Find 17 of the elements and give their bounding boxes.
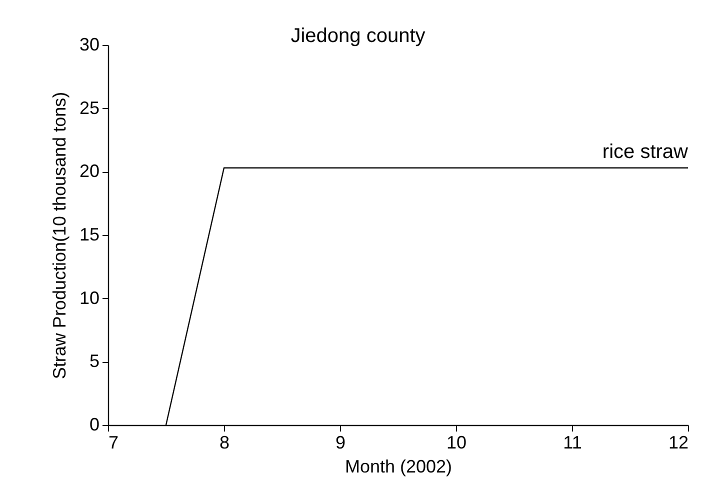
y-tick-label: 15 [79,224,100,244]
y-axis-title: Straw Production(10 thousand tons) [49,92,70,380]
x-tick-label: 8 [219,432,230,452]
y-tick-label: 25 [79,98,100,118]
x-tick-label: 12 [668,432,688,452]
y-tick-label: 0 [89,414,100,434]
x-tick-label: 10 [446,432,467,452]
y-tick-label: 30 [79,34,100,54]
y-tick-label: 10 [79,288,100,308]
x-tick-label: 9 [335,432,346,452]
y-tick-label: 20 [79,161,100,182]
x-tick-label: 11 [563,432,582,452]
x-axis-title: Month (2002) [344,456,452,476]
x-tick-label: 7 [108,432,119,452]
chart-title: Jiedong county [290,25,426,47]
series-label: rice straw [602,140,689,163]
y-tick-label: 5 [89,351,100,372]
